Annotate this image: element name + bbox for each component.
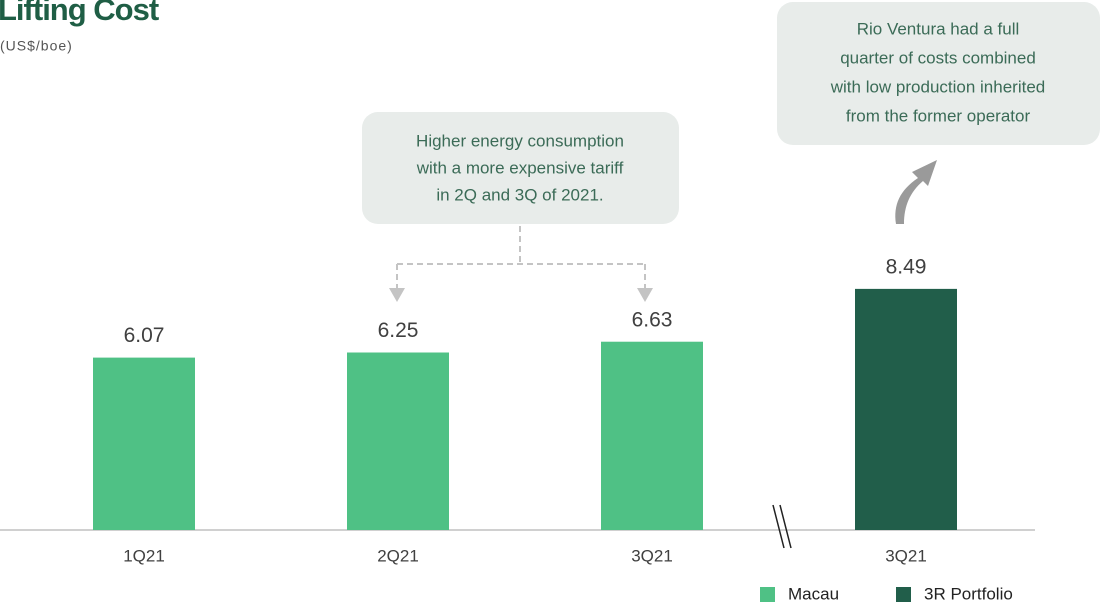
bar <box>855 288 957 530</box>
legend-label: Macau <box>788 584 839 603</box>
chart-title: Lifting Cost <box>0 0 159 27</box>
bar <box>93 357 195 530</box>
curved-arrow <box>895 160 937 224</box>
connector <box>396 226 646 292</box>
legend-swatch <box>760 587 775 602</box>
annotation-text: with a more expensive tariff <box>416 158 624 177</box>
x-tick-label: 3Q21 <box>885 546 927 565</box>
bar <box>601 341 703 530</box>
annotation-text: quarter of costs combined <box>840 48 1036 67</box>
legend-swatch <box>896 587 911 602</box>
bar <box>347 352 449 530</box>
chart-subtitle: (US$/boe) <box>0 38 73 54</box>
data-label: 8.49 <box>886 255 927 278</box>
data-label: 6.25 <box>378 319 419 342</box>
data-label: 6.07 <box>124 324 165 347</box>
annotation-box <box>362 112 679 224</box>
annotation-text: in 2Q and 3Q of 2021. <box>436 185 603 204</box>
annotation-text: with low production inherited <box>830 77 1046 96</box>
axis-break <box>772 504 792 549</box>
connector-arrowhead <box>389 288 653 302</box>
data-label: 6.63 <box>632 308 673 331</box>
annotation-text: Rio Ventura had a full <box>857 19 1020 38</box>
x-tick-label: 2Q21 <box>377 546 419 565</box>
x-tick-label: 3Q21 <box>631 546 673 565</box>
annotation-text: Higher energy consumption <box>416 131 624 150</box>
annotation-box <box>777 2 1100 145</box>
x-tick-label: 1Q21 <box>123 546 165 565</box>
legend-label: 3R Portfolio <box>924 584 1013 603</box>
annotation-text: from the former operator <box>846 106 1031 125</box>
